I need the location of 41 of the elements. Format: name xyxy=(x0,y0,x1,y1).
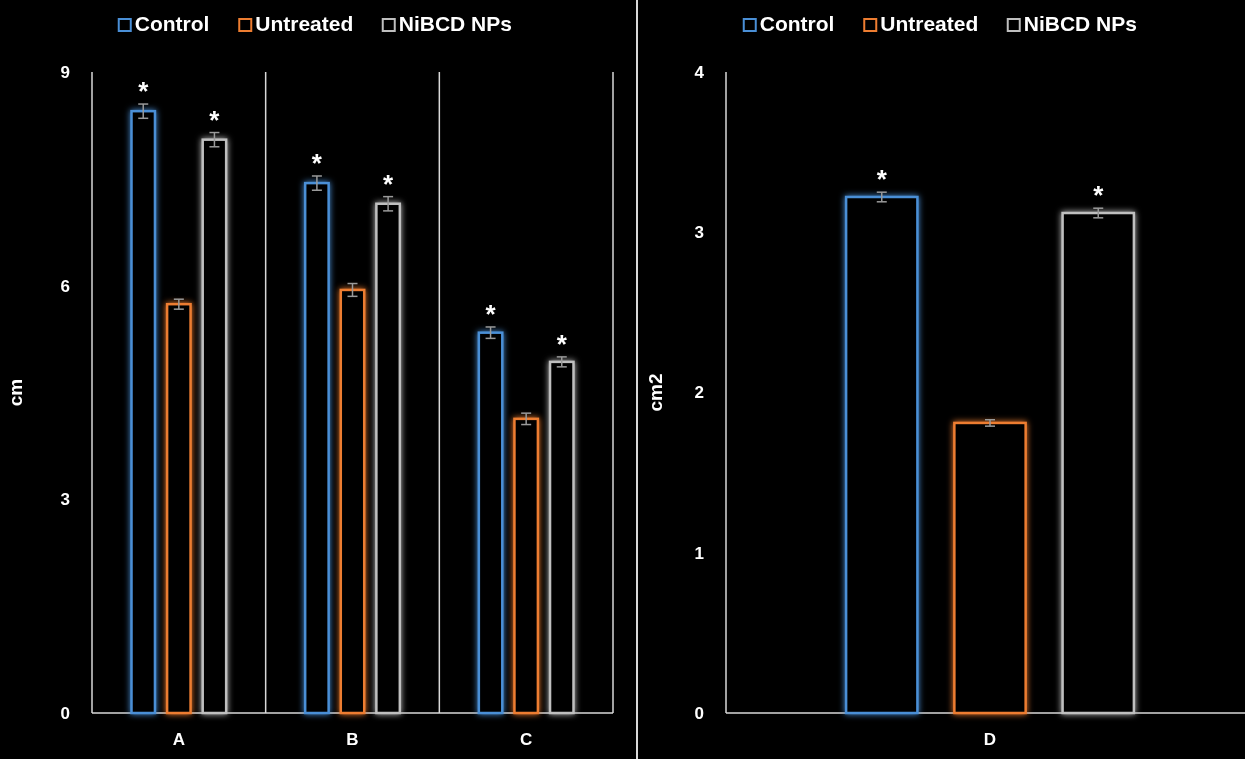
legend-label: NiBCD NPs xyxy=(398,12,512,35)
bar xyxy=(477,331,504,715)
legend-label: Control xyxy=(759,12,835,35)
bar xyxy=(303,181,330,715)
bar xyxy=(165,302,192,715)
x-tick-label: B xyxy=(346,730,359,749)
y-axis-title: cm2 xyxy=(645,373,666,412)
x-tick-label: C xyxy=(520,730,533,749)
legend-label: Untreated xyxy=(255,12,354,35)
bar xyxy=(375,202,402,715)
y-tick-label: 0 xyxy=(694,703,704,723)
bar xyxy=(339,288,366,715)
y-tick-label: 3 xyxy=(60,490,70,510)
bar xyxy=(130,109,157,715)
bar xyxy=(1061,211,1136,715)
y-tick-label: 9 xyxy=(60,62,70,82)
y-tick-label: 2 xyxy=(694,383,704,403)
y-tick-label: 1 xyxy=(694,543,704,563)
legend-label: NiBCD NPs xyxy=(1023,12,1137,35)
x-tick-label: D xyxy=(983,730,997,749)
y-tick-label: 0 xyxy=(60,703,70,723)
data-label: * xyxy=(876,164,888,195)
bar xyxy=(844,195,919,715)
data-label: * xyxy=(311,147,323,178)
y-axis-title: cm xyxy=(5,378,26,407)
data-label: * xyxy=(209,104,221,135)
y-tick-label: 3 xyxy=(694,223,704,243)
x-tick-label: A xyxy=(172,730,185,749)
data-label: * xyxy=(138,76,150,107)
data-label: * xyxy=(383,168,395,199)
y-tick-label: 4 xyxy=(694,62,705,82)
legend-label: Control xyxy=(134,12,210,35)
data-label: * xyxy=(1093,180,1105,211)
bar xyxy=(201,138,228,715)
legend-label: Untreated xyxy=(880,12,979,35)
bar xyxy=(953,421,1027,715)
data-label: * xyxy=(485,298,497,329)
bar xyxy=(513,417,540,715)
data-label: * xyxy=(556,328,568,359)
bar xyxy=(548,360,575,715)
y-tick-label: 6 xyxy=(60,276,70,296)
